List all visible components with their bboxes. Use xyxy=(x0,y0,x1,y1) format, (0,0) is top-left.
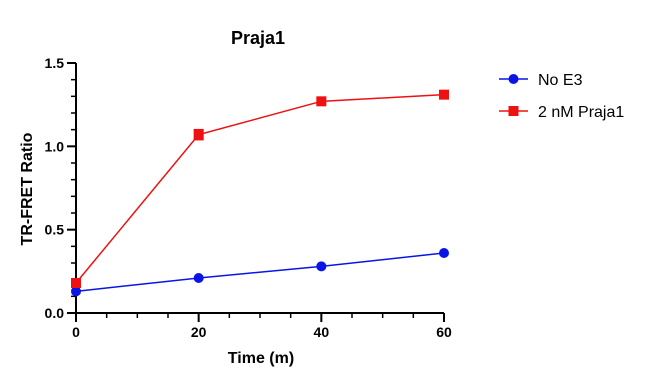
plot-area xyxy=(71,89,449,297)
legend: No E3 2 nM Praja1 xyxy=(499,72,624,121)
data-point xyxy=(439,248,449,258)
data-point xyxy=(193,129,204,140)
legend-label: No E3 xyxy=(538,72,583,89)
data-point xyxy=(439,89,449,100)
chart-title: Praja1 xyxy=(231,28,285,48)
legend-marker xyxy=(508,74,519,84)
x-tick-label: 20 xyxy=(191,324,207,340)
legend-label: 2 nM Praja1 xyxy=(538,104,624,121)
data-point xyxy=(316,261,327,272)
data-point xyxy=(71,286,81,297)
y-tick-label: 1.5 xyxy=(45,55,65,71)
x-tick-label: 60 xyxy=(436,324,452,340)
series-line xyxy=(75,93,445,284)
axes: 0 20 40 60 0.0 0.5 1.0 1.5 xyxy=(45,55,452,340)
y-tick-label: 1.0 xyxy=(45,138,65,154)
data-point xyxy=(193,273,204,283)
x-tick-label: 40 xyxy=(314,324,330,340)
y-tick-label: 0.0 xyxy=(45,305,65,321)
y-tick-label: 0.5 xyxy=(45,222,65,238)
series-line xyxy=(75,252,445,293)
y-axis-title: TR-FRET Ratio xyxy=(19,132,36,245)
x-axis-title: Time (m) xyxy=(228,350,294,367)
data-point xyxy=(316,96,327,107)
legend-marker xyxy=(508,106,519,116)
data-point xyxy=(71,278,81,288)
x-tick-label: 0 xyxy=(72,324,80,340)
